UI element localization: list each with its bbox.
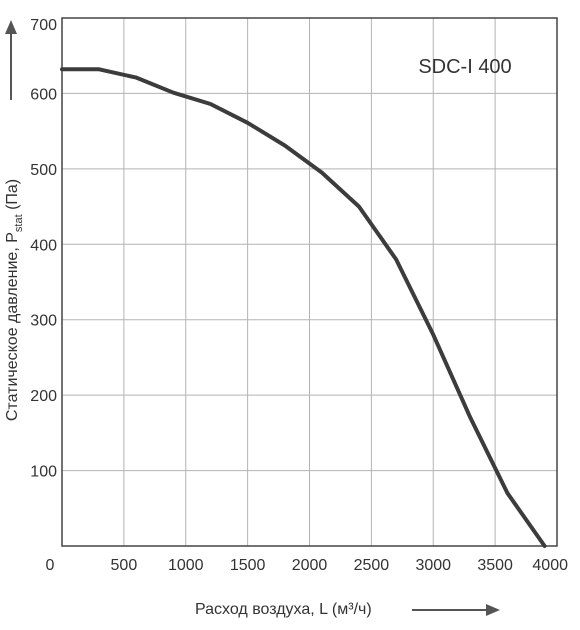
x-tick-label-8: 4000 bbox=[532, 557, 568, 574]
x-tick-label-2: 1000 bbox=[168, 557, 204, 574]
x-axis-arrow bbox=[412, 604, 500, 616]
series-line-0 bbox=[60, 67, 547, 548]
x-tick-label-6: 3000 bbox=[415, 557, 451, 574]
y-tick-label-1: 200 bbox=[30, 388, 57, 405]
y-axis-title-unit: (Па) bbox=[4, 179, 21, 215]
y-tick-label-5: 600 bbox=[30, 86, 57, 103]
series-label: SDC-I 400 bbox=[418, 56, 511, 78]
y-tick-label-2: 300 bbox=[30, 313, 57, 330]
x-tick-label-4: 2000 bbox=[292, 557, 328, 574]
x-tick-label-7: 3500 bbox=[477, 557, 513, 574]
plot-border bbox=[61, 17, 558, 547]
plot-frame bbox=[61, 17, 558, 547]
y-axis-title-main: Статическое давление, P bbox=[4, 232, 21, 421]
series-layer bbox=[60, 67, 547, 548]
x-axis-ticks: 0 500 1000 1500 2000 2500 3000 3500 4000 bbox=[46, 557, 569, 574]
y-axis-title: Статическое давление, Pstat (Па) bbox=[4, 179, 25, 421]
y-tick-label-6: 700 bbox=[30, 17, 57, 34]
y-axis-arrow bbox=[5, 20, 17, 100]
grid bbox=[62, 18, 557, 546]
x-tick-label-3: 1500 bbox=[230, 557, 266, 574]
y-axis-title-subscript: stat bbox=[13, 214, 25, 232]
x-tick-label-1: 500 bbox=[111, 557, 138, 574]
x-axis-title: Расход воздуха, L (м³/ч) bbox=[195, 601, 372, 618]
y-tick-label-3: 400 bbox=[30, 237, 57, 254]
y-tick-label-0: 100 bbox=[30, 464, 57, 481]
x-tick-label-0: 0 bbox=[46, 557, 55, 574]
y-axis-ticks: 100 200 300 400 500 600 700 bbox=[30, 17, 57, 481]
x-tick-label-5: 2500 bbox=[354, 557, 390, 574]
y-tick-label-4: 500 bbox=[30, 162, 57, 179]
